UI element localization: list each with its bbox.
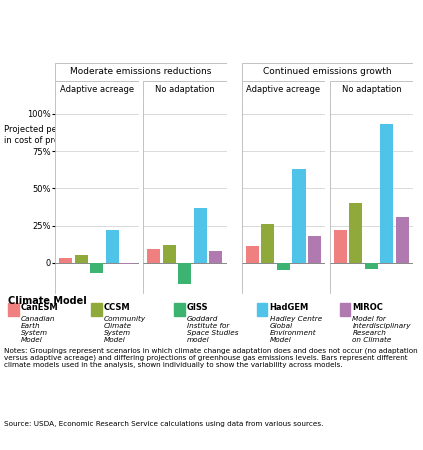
Text: by climate model and emission scenario: by climate model and emission scenario: [8, 39, 245, 49]
Text: Canadian
Earth
System
Model: Canadian Earth System Model: [21, 316, 55, 343]
Bar: [277, 263, 290, 270]
Text: Projected changes to the cost of the Federal Crop Insurance Program: Projected changes to the cost of the Fed…: [8, 19, 418, 29]
Text: Community
Climate
System
Model: Community Climate System Model: [104, 316, 146, 343]
Bar: [308, 236, 321, 263]
Text: Goddard
Institute for
Space Studies
model: Goddard Institute for Space Studies mode…: [187, 316, 238, 343]
Bar: [121, 263, 135, 264]
Text: Continued emissions growth: Continued emissions growth: [263, 68, 392, 76]
Text: HadGEM: HadGEM: [269, 303, 309, 312]
Bar: [163, 245, 176, 263]
Bar: [194, 207, 207, 263]
Bar: [90, 263, 104, 273]
Bar: [261, 224, 275, 263]
Text: GISS: GISS: [187, 303, 208, 312]
Bar: [209, 251, 222, 263]
Text: Hadley Centre
Global
Environment
Model: Hadley Centre Global Environment Model: [269, 316, 322, 343]
Text: No adaptation: No adaptation: [155, 86, 214, 94]
Bar: [174, 303, 184, 316]
Text: Source: USDA, Economic Research Service calculations using data from various sou: Source: USDA, Economic Research Service …: [4, 421, 324, 427]
Bar: [380, 124, 393, 263]
Bar: [178, 263, 192, 284]
Bar: [334, 230, 347, 263]
Bar: [75, 255, 88, 263]
Text: Adaptive acreage: Adaptive acreage: [246, 86, 321, 94]
Bar: [8, 303, 19, 316]
Bar: [257, 303, 267, 316]
Bar: [349, 203, 363, 263]
Bar: [365, 263, 378, 269]
Text: Climate Model: Climate Model: [8, 296, 87, 306]
Bar: [59, 258, 72, 263]
Text: MIROC: MIROC: [352, 303, 383, 312]
Text: Model for
Interdisciplinary
Research
on Climate: Model for Interdisciplinary Research on …: [352, 316, 411, 343]
Bar: [147, 249, 160, 263]
Text: Adaptive acreage: Adaptive acreage: [60, 86, 134, 94]
Bar: [340, 303, 350, 316]
Text: Moderate emissions reductions: Moderate emissions reductions: [70, 68, 212, 76]
Bar: [246, 246, 259, 263]
Bar: [396, 216, 409, 263]
Bar: [91, 303, 102, 316]
Bar: [106, 230, 119, 263]
Text: CCSM: CCSM: [104, 303, 130, 312]
Text: CanESM: CanESM: [21, 303, 58, 312]
Text: No adaptation: No adaptation: [342, 86, 401, 94]
Text: Projected percent change
in cost of premium subsidies: Projected percent change in cost of prem…: [4, 125, 125, 145]
Text: Notes: Groupings represent scenarios in which climate change adaptation does and: Notes: Groupings represent scenarios in …: [4, 347, 418, 369]
Bar: [292, 169, 305, 263]
